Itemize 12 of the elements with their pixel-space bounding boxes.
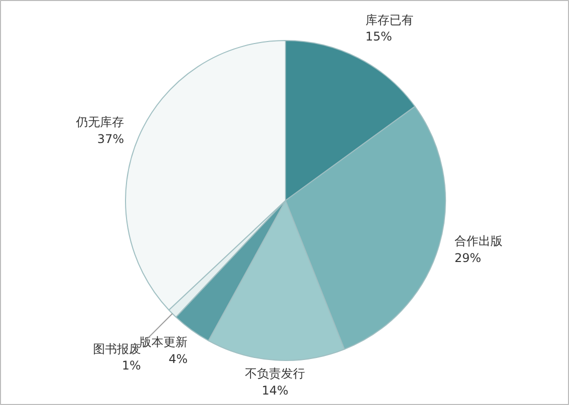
data-label: 4% (168, 352, 188, 366)
slice-label: 合作出版 (454, 234, 503, 248)
slice-label: 不负责发行 (245, 366, 306, 381)
slice-label: 版本更新 (140, 335, 188, 350)
data-label: 1% (122, 358, 141, 373)
slice-label: 库存已有 (365, 12, 414, 27)
data-label: 37% (97, 132, 124, 146)
slice-label: 图书报废 (92, 342, 141, 356)
data-label: 14% (262, 383, 288, 398)
data-label: 15% (365, 30, 392, 44)
slice-label: 仍无库存 (74, 115, 124, 130)
data-label: 29% (454, 251, 482, 265)
